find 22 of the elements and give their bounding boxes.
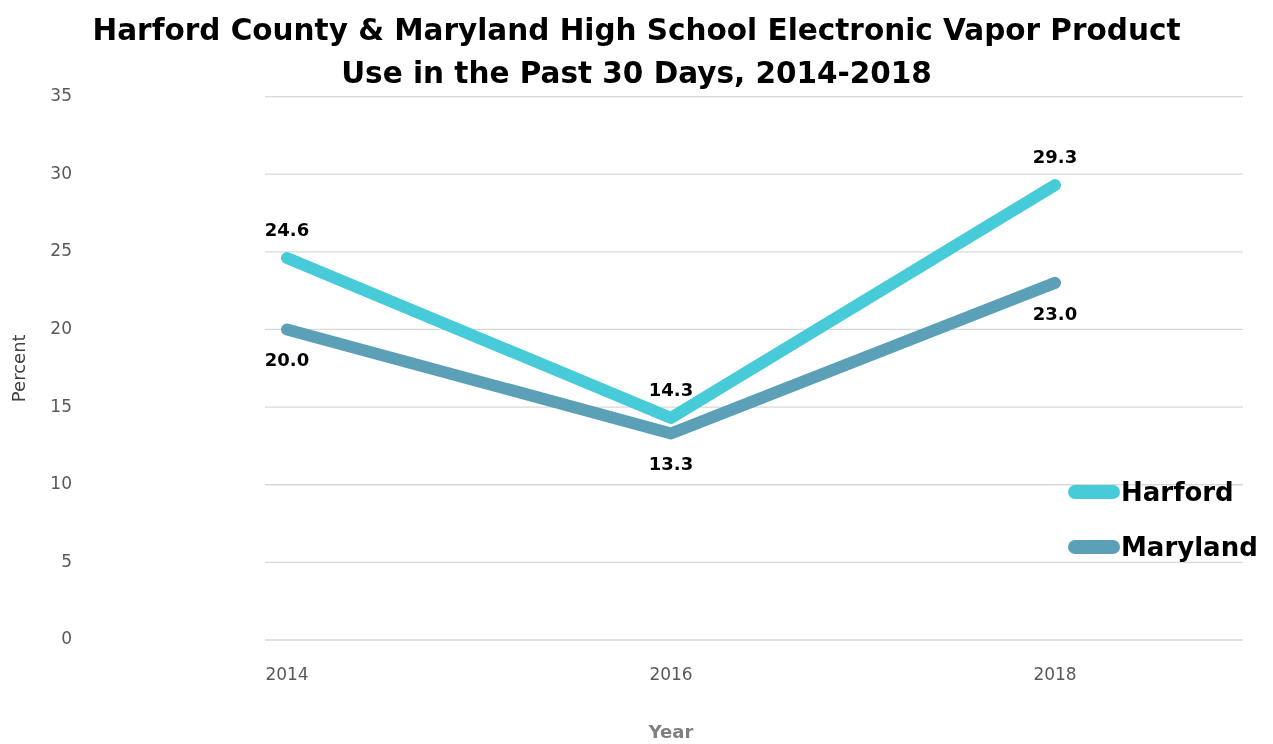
y-tick-label: 35 [50, 84, 72, 105]
y-tick-label: 20 [50, 317, 72, 338]
data-label: 23.0 [1032, 302, 1078, 324]
y-tick-label: 5 [61, 550, 72, 571]
x-tick-label: 2014 [265, 663, 309, 684]
data-label: 13.3 [648, 453, 694, 475]
y-tick-label: 10 [50, 473, 72, 494]
x-tick-label: 2016 [649, 663, 693, 684]
x-axis-title: Year [647, 720, 694, 742]
data-label: 24.6 [264, 218, 310, 240]
y-axis-title: Percent [8, 334, 30, 403]
legend-label: Harford [1121, 476, 1234, 507]
y-tick-label: 30 [50, 162, 72, 183]
data-label: 14.3 [648, 378, 694, 400]
y-tick-label: 15 [50, 395, 72, 416]
y-tick-label: 0 [61, 628, 72, 649]
y-tick-label: 25 [50, 240, 72, 261]
x-tick-label: 2018 [1033, 663, 1077, 684]
chart-title: Harford County & Maryland High School Electronic Vapor Product Use in the Past 30 Days, 2014-2018 [92, 13, 1181, 90]
legend-label: Maryland [1121, 531, 1258, 562]
data-label: 29.3 [1032, 145, 1078, 167]
data-label: 20.0 [264, 349, 310, 371]
